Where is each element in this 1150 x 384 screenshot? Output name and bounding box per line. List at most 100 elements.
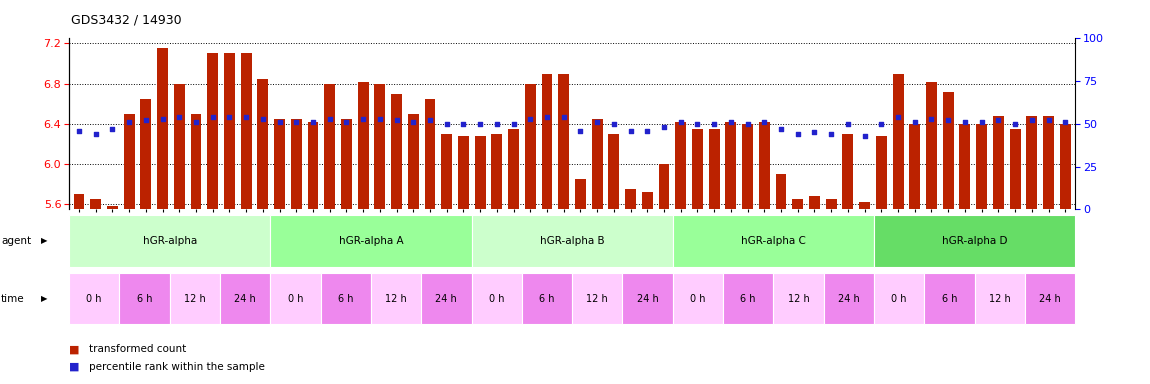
- Bar: [324, 84, 335, 209]
- Text: 24 h: 24 h: [637, 293, 659, 304]
- Bar: [475, 136, 485, 209]
- Bar: [140, 99, 152, 209]
- Bar: [224, 53, 235, 209]
- Text: 0 h: 0 h: [891, 293, 907, 304]
- Point: [973, 119, 991, 125]
- Bar: [174, 84, 185, 209]
- Bar: [843, 134, 853, 209]
- Bar: [1060, 124, 1071, 209]
- Point: [120, 119, 138, 125]
- Point: [70, 127, 89, 134]
- Point: [288, 119, 306, 125]
- Point: [838, 121, 857, 127]
- Bar: [408, 114, 419, 209]
- Point: [805, 129, 823, 136]
- Point: [254, 116, 273, 122]
- Point: [388, 118, 406, 124]
- Bar: [708, 129, 720, 209]
- Point: [856, 133, 874, 139]
- Text: 6 h: 6 h: [137, 293, 152, 304]
- Point: [638, 127, 657, 134]
- Text: 24 h: 24 h: [1040, 293, 1061, 304]
- Text: agent: agent: [1, 236, 31, 246]
- Bar: [626, 189, 636, 209]
- Bar: [240, 53, 252, 209]
- Bar: [759, 122, 769, 209]
- Bar: [810, 196, 820, 209]
- Text: 12 h: 12 h: [989, 293, 1011, 304]
- Text: 12 h: 12 h: [385, 293, 407, 304]
- Bar: [992, 116, 1004, 209]
- Text: ■: ■: [69, 344, 79, 354]
- Text: 12 h: 12 h: [586, 293, 608, 304]
- Bar: [892, 74, 904, 209]
- Text: 0 h: 0 h: [288, 293, 304, 304]
- Bar: [926, 82, 937, 209]
- Bar: [910, 124, 920, 209]
- Text: percentile rank within the sample: percentile rank within the sample: [89, 362, 264, 372]
- Text: time: time: [1, 293, 25, 304]
- Point: [889, 114, 907, 120]
- Bar: [1010, 129, 1020, 209]
- Point: [321, 116, 339, 122]
- Bar: [642, 192, 653, 209]
- Bar: [91, 199, 101, 209]
- Bar: [775, 174, 787, 209]
- Point: [204, 114, 222, 120]
- Point: [922, 116, 941, 122]
- Bar: [742, 124, 753, 209]
- Bar: [542, 74, 552, 209]
- Bar: [458, 136, 469, 209]
- Point: [137, 118, 155, 124]
- Point: [337, 119, 355, 125]
- Point: [605, 121, 623, 127]
- Point: [705, 121, 723, 127]
- Bar: [575, 179, 585, 209]
- Bar: [442, 134, 452, 209]
- Point: [1040, 118, 1058, 124]
- Bar: [826, 199, 837, 209]
- Point: [538, 114, 557, 120]
- Bar: [659, 164, 669, 209]
- Text: ▶: ▶: [41, 294, 48, 303]
- Point: [421, 118, 439, 124]
- Point: [588, 119, 606, 125]
- Text: 6 h: 6 h: [338, 293, 353, 304]
- Text: hGR-alpha B: hGR-alpha B: [539, 236, 605, 246]
- Bar: [291, 119, 301, 209]
- Point: [454, 121, 473, 127]
- Point: [488, 121, 506, 127]
- Bar: [943, 92, 953, 209]
- Bar: [1043, 116, 1053, 209]
- Point: [621, 127, 639, 134]
- Bar: [74, 194, 84, 209]
- Point: [654, 124, 673, 130]
- Bar: [608, 134, 620, 209]
- Text: GDS3432 / 14930: GDS3432 / 14930: [71, 13, 182, 26]
- Point: [153, 116, 171, 122]
- Bar: [158, 48, 168, 209]
- Point: [237, 114, 255, 120]
- Point: [905, 119, 923, 125]
- Text: hGR-alpha C: hGR-alpha C: [741, 236, 806, 246]
- Text: 24 h: 24 h: [838, 293, 860, 304]
- Text: hGR-alpha: hGR-alpha: [143, 236, 197, 246]
- Text: transformed count: transformed count: [89, 344, 186, 354]
- Point: [738, 121, 757, 127]
- Bar: [726, 122, 736, 209]
- Bar: [391, 94, 402, 209]
- Bar: [976, 124, 987, 209]
- Text: ▶: ▶: [41, 237, 48, 245]
- Point: [370, 116, 389, 122]
- Text: 12 h: 12 h: [788, 293, 810, 304]
- Point: [270, 119, 289, 125]
- Point: [221, 114, 239, 120]
- Text: ■: ■: [69, 362, 79, 372]
- Text: 0 h: 0 h: [86, 293, 102, 304]
- Point: [437, 121, 455, 127]
- Bar: [508, 129, 519, 209]
- Bar: [491, 134, 503, 209]
- Text: 6 h: 6 h: [539, 293, 554, 304]
- Point: [505, 121, 523, 127]
- Point: [689, 121, 707, 127]
